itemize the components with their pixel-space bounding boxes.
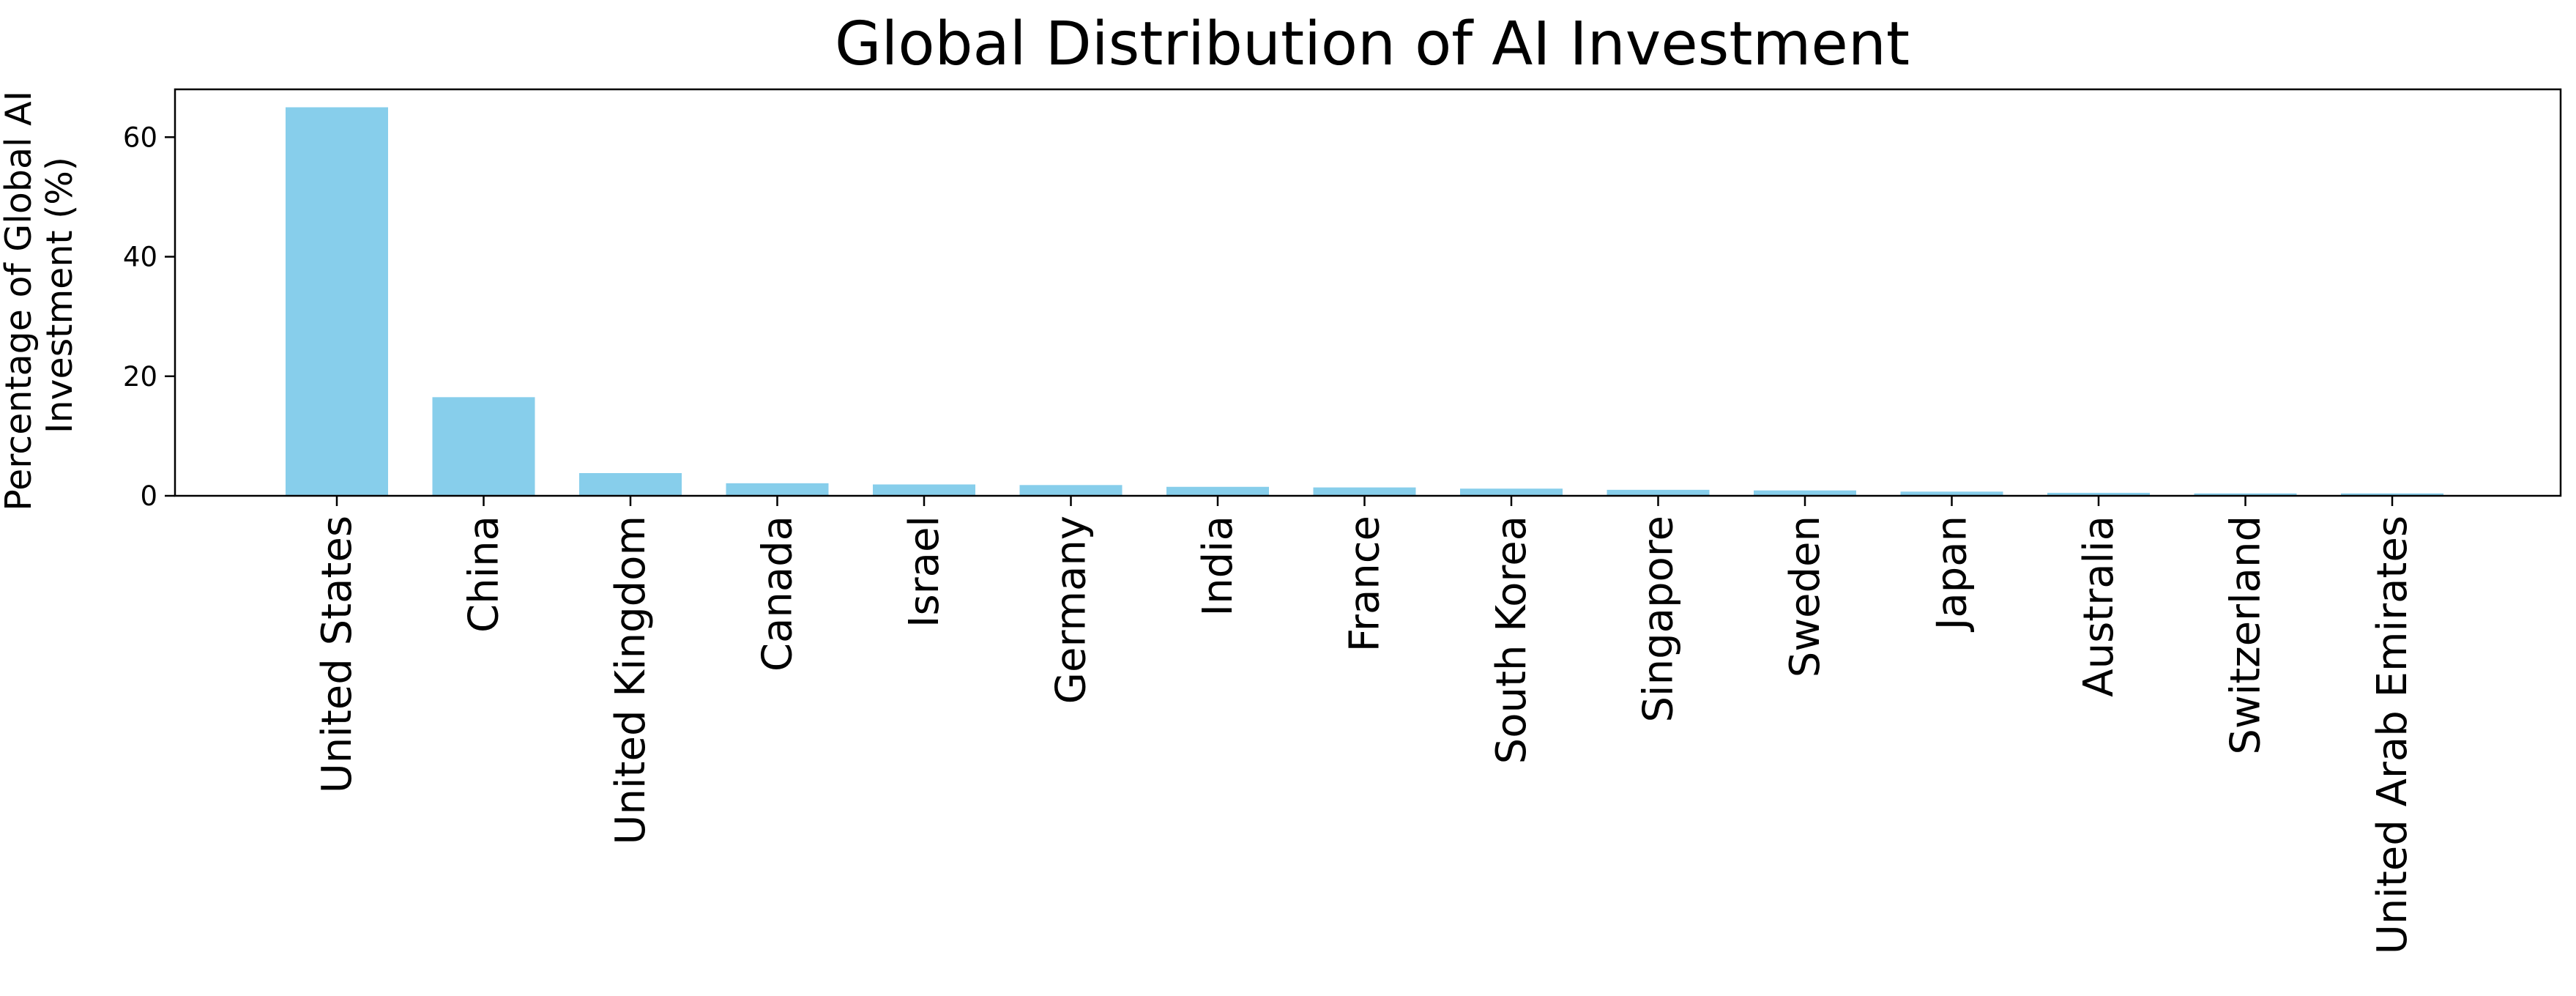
x-tick-label: Sweden [1782, 516, 1829, 677]
bar-south-korea [1460, 488, 1563, 496]
bar-japan [1900, 491, 2003, 496]
bars-group [286, 107, 2443, 496]
x-axis: United States China United Kingdom Canada Is… [313, 496, 2416, 954]
bar-germany [1019, 485, 1123, 496]
chart-title: Global Distribution of AI Investment [835, 10, 1910, 79]
x-tick-label: France [1341, 516, 1389, 652]
y-tick-label: 40 [123, 242, 157, 273]
y-tick-label: 20 [123, 361, 157, 393]
x-tick-label: United Arab Emirates [2369, 516, 2416, 954]
bar-singapore [1607, 489, 1710, 496]
x-tick-label: Germany [1048, 516, 1095, 704]
bar-australia [2047, 492, 2150, 496]
bar-canada [726, 483, 829, 496]
bar-switzerland [2194, 493, 2297, 496]
y-tick-label: 0 [140, 480, 157, 512]
bar-india [1166, 486, 1269, 496]
x-tick-label: Singapore [1635, 516, 1683, 723]
x-tick-label: Japan [1929, 516, 1976, 632]
bar-china [432, 397, 535, 496]
plot-frame [174, 88, 2562, 497]
y-axis: 0 20 40 60 [123, 122, 175, 512]
x-tick-label: Israel [901, 516, 948, 628]
bar-united-states [286, 107, 388, 496]
x-tick-label: Switzerland [2222, 516, 2270, 755]
y-axis-label: Percentage of Global AI Investment (%) [0, 79, 81, 510]
bar-united-arab-emirates [2341, 493, 2443, 496]
x-tick-label: Canada [754, 516, 802, 672]
x-tick-label: United Kingdom [607, 516, 655, 844]
bar-france [1313, 487, 1416, 496]
x-tick-label: United States [313, 516, 361, 793]
bar-sweden [1754, 490, 1856, 496]
x-tick-label: Australia [2075, 516, 2123, 697]
x-tick-label: China [461, 516, 508, 633]
y-tick-label: 60 [123, 122, 157, 153]
bar-united-kingdom [579, 472, 682, 496]
x-tick-label: India [1194, 516, 1242, 616]
x-tick-label: South Korea [1488, 516, 1535, 764]
bar-israel [873, 484, 975, 496]
y-axis-label-line-1: Percentage of Global AI [0, 91, 40, 511]
y-axis-label-line-2: Investment (%) [39, 157, 81, 434]
